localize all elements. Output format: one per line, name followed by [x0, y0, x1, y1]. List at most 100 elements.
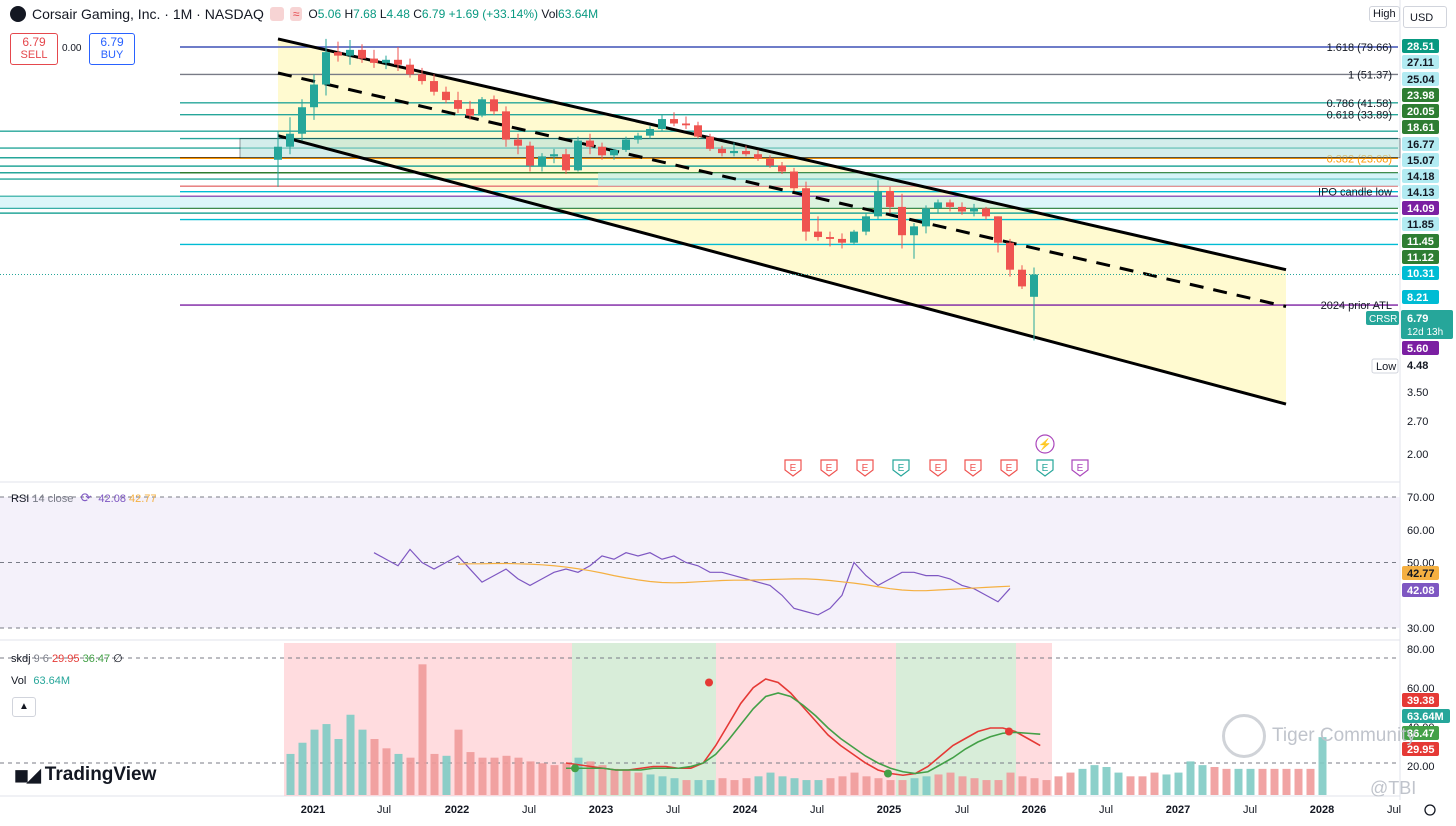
- high-button[interactable]: High: [1369, 6, 1400, 22]
- price-axis-badge: [1402, 266, 1439, 280]
- price-axis-badge: [1402, 137, 1439, 151]
- volume-bar: [490, 757, 499, 795]
- volume-bar: [430, 753, 439, 795]
- volume-bar: [934, 774, 943, 795]
- volume-bar: [1234, 768, 1243, 795]
- time-tick: 2025: [877, 804, 901, 816]
- currency-select[interactable]: USD: [1403, 6, 1447, 28]
- buy-button[interactable]: 6.79 BUY: [89, 33, 135, 65]
- volume-bar: [1174, 772, 1183, 795]
- price-axis-label: 10.31: [1407, 268, 1435, 280]
- candle: [310, 84, 318, 108]
- candle: [946, 202, 954, 207]
- candle: [394, 59, 402, 65]
- level-label: 0.786 (41.58): [1327, 98, 1392, 110]
- volume-bar: [382, 748, 391, 795]
- collapse-pane-button[interactable]: ▲: [12, 697, 36, 717]
- candle: [874, 190, 882, 217]
- candle: [646, 128, 654, 136]
- skdj-r-badge: [1402, 693, 1439, 707]
- candle: [418, 74, 426, 82]
- skdj-cross-marker: [571, 764, 579, 773]
- candle: [442, 91, 450, 101]
- volume-bar: [1306, 768, 1315, 795]
- zone-rect: [0, 196, 1400, 209]
- volume-bar: [658, 776, 667, 795]
- volume-bar: [718, 778, 727, 795]
- earnings-label: E: [790, 463, 797, 474]
- skdj-region: [284, 643, 572, 796]
- candle: [454, 100, 462, 109]
- tiger-watermark: Tiger Community: [1222, 714, 1416, 758]
- price-axis-badge: [1402, 341, 1439, 355]
- earnings-marker-icon: E: [820, 459, 838, 477]
- corsair-logo-icon: [10, 6, 26, 22]
- time-tick: 2028: [1310, 804, 1334, 816]
- earnings-marker-icon: E: [1071, 459, 1089, 477]
- tiger-logo-icon: [1222, 714, 1266, 758]
- volume-bar: [334, 739, 343, 795]
- candle: [502, 111, 510, 140]
- refresh-icon[interactable]: ⟳: [80, 490, 92, 505]
- volume-legend[interactable]: Vol 63.64M: [11, 675, 71, 687]
- earnings-label: E: [862, 463, 869, 474]
- time-tick: 2023: [589, 804, 613, 816]
- candle: [586, 140, 594, 147]
- price-tick: 2.70: [1407, 416, 1428, 428]
- earnings-label: E: [898, 463, 905, 474]
- price-axis-badge: [1402, 290, 1439, 304]
- volume-bar: [298, 742, 307, 795]
- candle: [334, 52, 342, 56]
- tradingview-logo[interactable]: ◼◢ TradingView: [14, 764, 157, 785]
- volume-bar: [970, 778, 979, 795]
- volume-bar: [898, 780, 907, 795]
- sell-button[interactable]: 6.79 SELL: [10, 33, 58, 65]
- channel-lower: [277, 134, 1287, 406]
- volume-bar: [646, 774, 655, 795]
- earnings-marker-icon: E: [784, 459, 802, 477]
- skdj-legend[interactable]: skdj 9 6 29.95 36.47 ∅: [11, 653, 123, 665]
- earnings-badge: [1000, 459, 1018, 477]
- candle: [1006, 242, 1014, 270]
- volume-bar: [862, 776, 871, 795]
- symbol-title[interactable]: Corsair Gaming, Inc. · 1M · NASDAQ: [32, 6, 264, 22]
- volume-bar: [394, 753, 403, 795]
- volume-bar: [1138, 776, 1147, 795]
- earnings-badge: [1036, 459, 1054, 477]
- rsi-ma-line: [457, 562, 1011, 592]
- candle: [694, 125, 702, 137]
- volume-bar: [982, 780, 991, 795]
- sell-price: 6.79: [22, 35, 46, 49]
- price-axis-badge: [1402, 185, 1439, 199]
- price-axis-badge: [1402, 250, 1439, 264]
- earnings-label: E: [935, 463, 942, 474]
- candle: [1030, 274, 1038, 297]
- zone-rect: [239, 138, 1401, 159]
- color-chip-icon[interactable]: [269, 7, 284, 21]
- buy-label: BUY: [100, 49, 124, 61]
- volume-bar: [1102, 767, 1111, 795]
- time-tick: Jul: [1099, 804, 1113, 816]
- price-axis-label: 11.12: [1407, 252, 1434, 264]
- candle: [562, 154, 570, 171]
- price-axis-badge: [1402, 169, 1439, 183]
- channel-upper: [277, 37, 1287, 272]
- earnings-label: E: [1042, 463, 1049, 474]
- volume-bar: [370, 739, 379, 795]
- approx-badge[interactable]: ≈: [289, 7, 303, 21]
- gear-icon: [1424, 804, 1436, 816]
- volume-bar: [346, 714, 355, 795]
- earnings-marker-icon: E: [892, 459, 910, 477]
- earnings-badge: [929, 459, 947, 477]
- candle: [274, 146, 282, 160]
- rsi-line: [373, 548, 1011, 616]
- earnings-label: E: [1006, 463, 1013, 474]
- buy-price: 6.79: [100, 35, 124, 49]
- candle: [298, 107, 306, 134]
- rsi-legend[interactable]: RSI 14 close ⟳ 42.08 42.77: [11, 490, 157, 505]
- volume-bar: [946, 772, 955, 795]
- volume-bar: [958, 776, 967, 795]
- candle: [322, 52, 330, 85]
